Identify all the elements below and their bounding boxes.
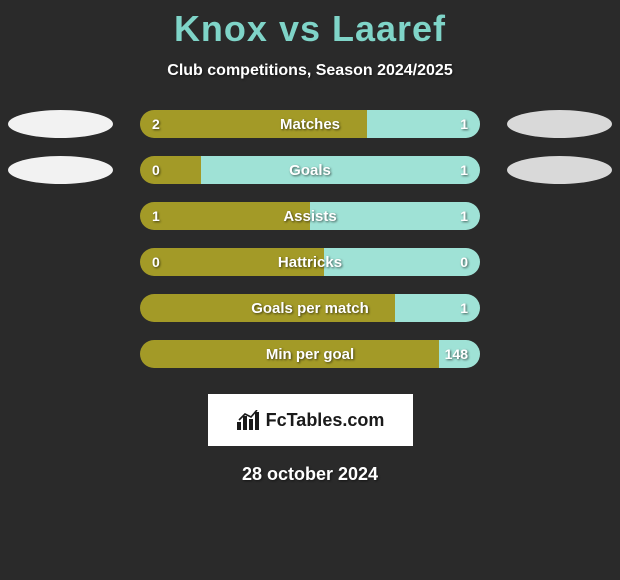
bar-label: Goals per match <box>140 294 480 322</box>
bar-value-left: 0 <box>152 248 160 276</box>
bar-value-right: 1 <box>460 110 468 138</box>
bar-label: Goals <box>140 156 480 184</box>
bar-value-right: 1 <box>460 294 468 322</box>
bars-container: Matches21Goals01Assists11Hattricks00Goal… <box>140 110 480 386</box>
avatar-right-2 <box>507 156 612 184</box>
avatar-left-1 <box>8 110 113 138</box>
bar-chart-icon <box>236 410 260 430</box>
bar-label: Min per goal <box>140 340 480 368</box>
snapshot-date: 28 october 2024 <box>0 464 620 485</box>
logo-text: FcTables.com <box>266 410 385 431</box>
stat-bar: Hattricks0 0 <box>140 248 480 276</box>
bar-label: Hattricks <box>140 248 480 276</box>
bar-value-left: 1 <box>152 202 160 230</box>
fctables-logo: FcTables.com <box>208 394 413 446</box>
page-subtitle: Club competitions, Season 2024/2025 <box>0 62 620 80</box>
stat-bar: Assists1 1 <box>140 202 480 230</box>
bar-label: Assists <box>140 202 480 230</box>
bar-value-right: 1 <box>460 156 468 184</box>
stat-bar: Matches2 1 <box>140 110 480 138</box>
avatar-left-2 <box>8 156 113 184</box>
avatar-right-1 <box>507 110 612 138</box>
stat-bar: Min per goal148 <box>140 340 480 368</box>
comparison-chart: Matches21Goals01Assists11Hattricks00Goal… <box>0 110 620 380</box>
bar-value-left: 0 <box>152 156 160 184</box>
bar-value-left: 2 <box>152 110 160 138</box>
stat-bar: Goals per match1 <box>140 294 480 322</box>
stat-bar: Goals0 1 <box>140 156 480 184</box>
bar-value-right: 0 <box>460 248 468 276</box>
page-title: Knox vs Laaref <box>0 0 620 50</box>
bar-value-right: 1 <box>460 202 468 230</box>
bar-value-right: 148 <box>445 340 468 368</box>
bar-label: Matches <box>140 110 480 138</box>
